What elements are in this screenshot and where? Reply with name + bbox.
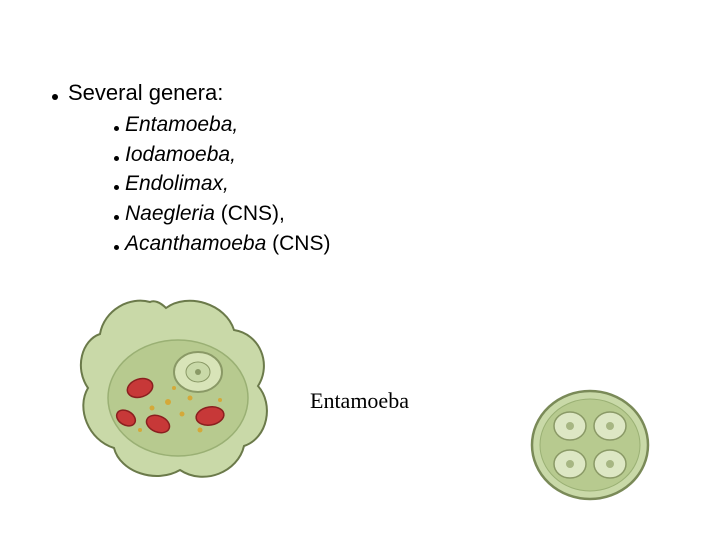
list-item-label: Endolimax,	[125, 169, 229, 199]
bullet-icon	[114, 245, 119, 250]
bullet-icon	[52, 94, 58, 100]
list-item-label: Entamoeba,	[125, 110, 238, 140]
heading-text: Several genera:	[68, 78, 223, 108]
caption-entamoeba: Entamoeba	[310, 388, 409, 414]
heading-row: Several genera:	[52, 78, 330, 108]
genera-list: Entamoeba, Iodamoeba, Endolimax, Naegler…	[114, 110, 330, 259]
list-item: Naegleria (CNS),	[114, 199, 330, 229]
list-item: Iodamoeba,	[114, 140, 330, 170]
list-item-label: Naegleria (CNS),	[125, 199, 285, 229]
bullet-icon	[114, 185, 119, 190]
bullet-icon	[114, 215, 119, 220]
bullet-icon	[114, 156, 119, 161]
list-item: Acanthamoeba (CNS)	[114, 229, 330, 259]
text-block: Several genera: Entamoeba, Iodamoeba, En…	[52, 78, 330, 259]
illustration-amoeba-cyst	[520, 380, 660, 510]
list-item-label: Acanthamoeba (CNS)	[125, 229, 330, 259]
list-item: Entamoeba,	[114, 110, 330, 140]
illustration-amoeba-trophozoite	[70, 290, 280, 490]
list-item-label: Iodamoeba,	[125, 140, 236, 170]
list-item: Endolimax,	[114, 169, 330, 199]
bullet-icon	[114, 126, 119, 131]
